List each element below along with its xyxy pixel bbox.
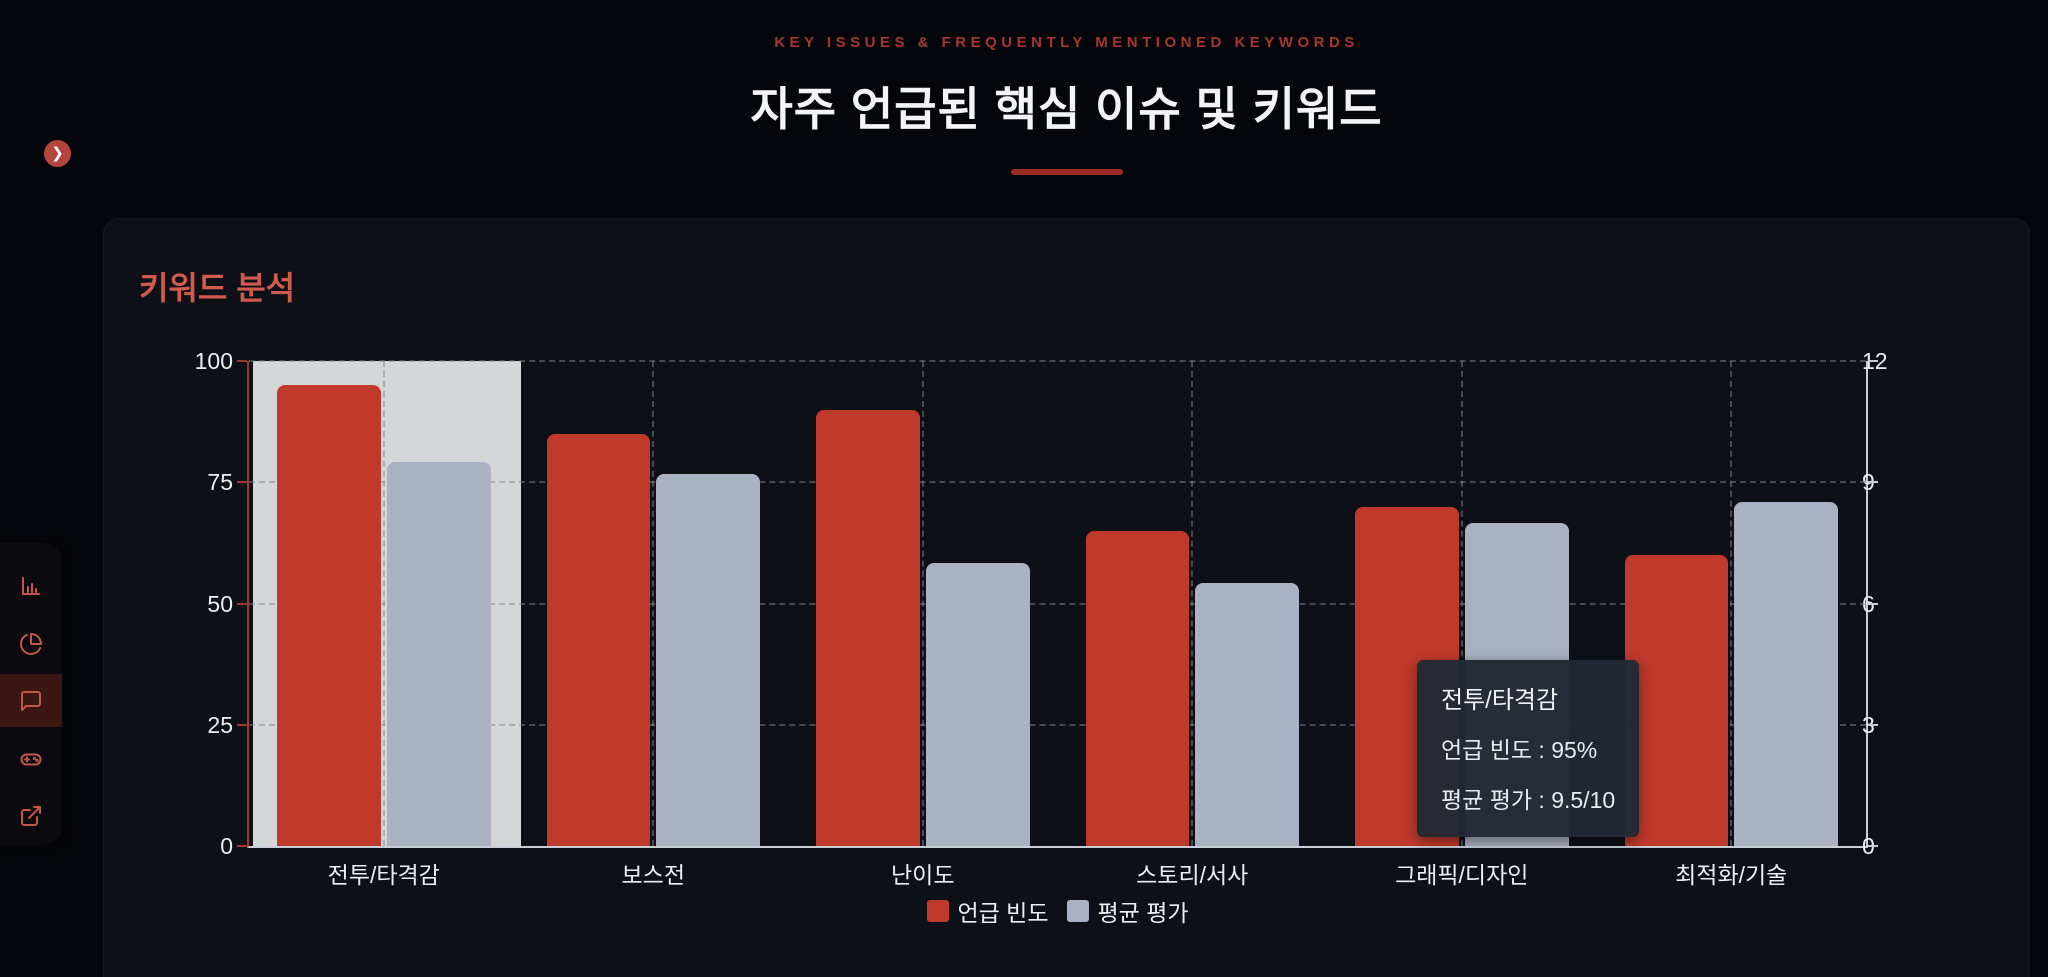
y-axis-left-tick	[237, 723, 247, 726]
header-eyebrow: KEY ISSUES & FREQUENTLY MENTIONED KEYWOR…	[774, 34, 1359, 51]
legend-swatch-red	[926, 900, 949, 922]
y-axis-right-tick	[1868, 481, 1878, 484]
gridline-vertical	[1730, 361, 1733, 846]
y-axis-left-tick	[237, 602, 247, 605]
bar-언급 빈도-전투/타격감[interactable]	[277, 385, 381, 846]
legend-label: 평균 평가	[1097, 900, 1189, 926]
y-axis-left-label: 50	[207, 590, 233, 617]
bar-언급 빈도-스토리/서사[interactable]	[1085, 530, 1190, 846]
gamepad-icon	[20, 753, 42, 765]
bar-평균 평가-난이도[interactable]	[925, 563, 1030, 846]
plot-area: 언급 빈도 평균 평가 전투/타격감 언급 빈도 : 95% 평균 평가 : 9…	[195, 348, 1888, 926]
bar-평균 평가-보스전[interactable]	[656, 474, 761, 846]
y-axis-left-tick	[237, 360, 247, 362]
bar-언급 빈도-난이도[interactable]	[816, 409, 920, 846]
x-axis-label: 그래픽/디자인	[1395, 862, 1529, 888]
gridline-horizontal	[249, 481, 1866, 484]
title-divider	[1010, 169, 1123, 175]
gridline-horizontal	[249, 602, 1866, 605]
y-axis-left-label: 25	[207, 711, 233, 738]
gridline-vertical	[652, 361, 655, 846]
bar-평균 평가-최적화/기술[interactable]	[1734, 502, 1839, 846]
chat-icon	[21, 690, 41, 711]
y-axis-left-tick	[237, 481, 247, 484]
bar-평균 평가-전투/타격감[interactable]	[386, 462, 491, 846]
y-axis-right-tick	[1868, 845, 1878, 847]
bar-평균 평가-스토리/서사[interactable]	[1195, 583, 1300, 846]
x-axis-label: 스토리/서사	[1136, 862, 1249, 888]
sidebar-item-external[interactable]	[0, 789, 62, 842]
chart-legend: 언급 빈도 평균 평가	[926, 894, 1189, 928]
tooltip-title: 전투/타격감	[1441, 687, 1559, 714]
y-axis-right-tick	[1868, 602, 1878, 605]
legend-item-rating[interactable]: 평균 평가	[1066, 894, 1189, 928]
y-axis-right-tick	[1868, 360, 1878, 362]
sidebar-item-chat[interactable]	[0, 674, 62, 727]
legend-label: 언급 빈도	[957, 900, 1049, 926]
gridline-vertical	[382, 361, 385, 846]
gridline-horizontal	[249, 360, 1866, 362]
gridline-vertical	[1191, 361, 1194, 846]
tooltip-mention-frequency: 언급 빈도 : 95%	[1441, 737, 1598, 763]
legend-swatch-blue	[1066, 900, 1089, 922]
chart-tooltip: 전투/타격감 언급 빈도 : 95% 평균 평가 : 9.5/10	[1417, 660, 1640, 837]
page-title: 자주 언급된 핵심 이슈 및 키워드	[750, 83, 1383, 135]
floating-sidebar	[0, 543, 62, 845]
chevron-right-icon: ❯	[51, 145, 64, 162]
y-axis-left-tick	[237, 845, 247, 847]
y-axis-left-label: 0	[220, 833, 233, 859]
x-axis-label: 전투/타격감	[327, 862, 440, 888]
gridline-vertical	[921, 361, 924, 846]
y-axis-right-tick	[1868, 723, 1878, 726]
y-axis-left-label: 100	[194, 348, 233, 374]
gridline-vertical	[1460, 361, 1463, 846]
sidebar-item-chart[interactable]	[0, 559, 62, 612]
bar-언급 빈도-보스전[interactable]	[546, 433, 651, 846]
x-axis-label: 보스전	[621, 862, 685, 888]
page-header: KEY ISSUES & FREQUENTLY MENTIONED KEYWOR…	[103, 0, 2030, 175]
y-axis-left-label: 75	[207, 469, 233, 496]
sidebar-item-game[interactable]	[0, 732, 62, 785]
external-link-icon	[21, 805, 41, 826]
sidebar-item-pie[interactable]	[0, 617, 62, 670]
sidebar-expand-button[interactable]: ❯	[44, 140, 71, 167]
tooltip-average-rating: 평균 평가 : 9.5/10	[1441, 787, 1616, 813]
card-title: 키워드 분석	[139, 270, 296, 306]
bar-언급 빈도-최적화/기술[interactable]	[1624, 555, 1729, 846]
x-axis-label: 난이도	[891, 862, 955, 888]
pie-chart-icon	[20, 632, 42, 655]
bar-chart-icon	[22, 576, 40, 595]
gridline-horizontal	[249, 723, 1866, 726]
x-axis-label: 최적화/기술	[1675, 862, 1788, 888]
legend-item-mentions[interactable]: 언급 빈도	[926, 894, 1049, 928]
keyword-analysis-card: 키워드 분석 언급 빈도 평균 평가 전투/타격감 언급 빈도 : 95% 평균…	[103, 218, 2030, 977]
